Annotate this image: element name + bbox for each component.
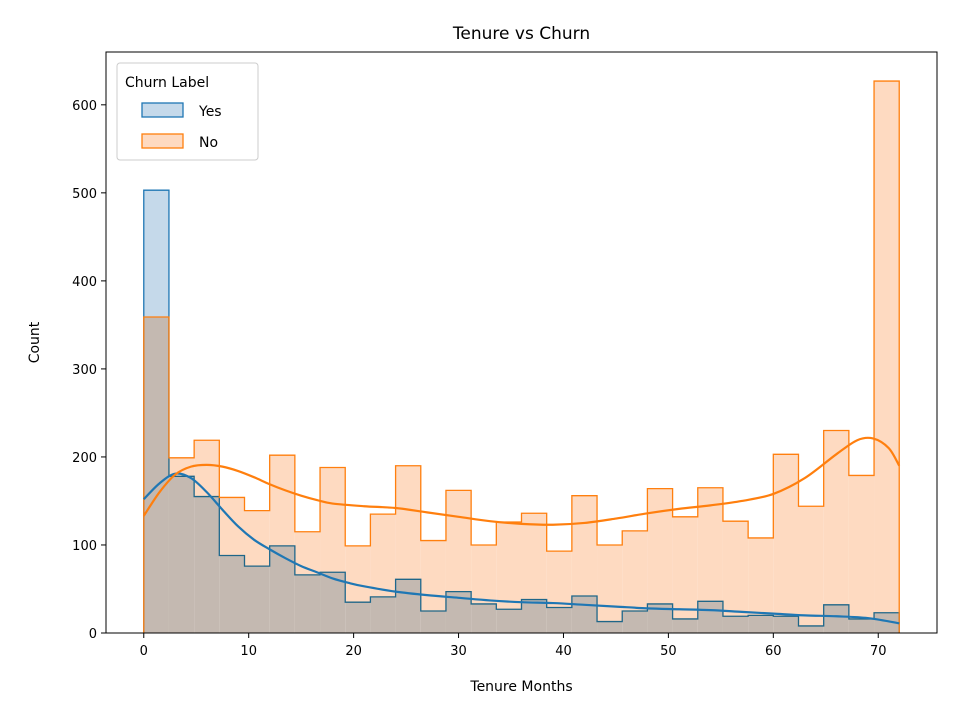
- bar-no-18: [597, 544, 623, 633]
- y-tick-label: 600: [72, 99, 97, 114]
- y-tick-label: 200: [72, 451, 97, 466]
- bar-no-6: [294, 531, 321, 633]
- x-tick-label: 10: [240, 644, 257, 659]
- y-tick-label: 100: [72, 539, 97, 554]
- y-tick-label: 400: [72, 275, 97, 290]
- bar-no-26: [798, 506, 824, 633]
- y-tick-label: 0: [89, 627, 97, 642]
- bar-no-27: [823, 430, 849, 633]
- bar-no-5: [269, 455, 295, 633]
- legend-label-no: No: [199, 135, 218, 151]
- x-tick-label: 20: [345, 644, 362, 659]
- y-tick-label: 500: [72, 187, 97, 202]
- legend-items: Yes No: [141, 102, 222, 151]
- bar-no-11: [420, 540, 446, 633]
- bar-no-12: [445, 490, 472, 633]
- bar-no-17: [571, 495, 598, 633]
- bar-no-4: [244, 510, 270, 633]
- bar-no-16: [546, 551, 572, 633]
- legend-swatch-yes: [141, 102, 184, 118]
- step-outline-no: [143, 80, 900, 633]
- bar-no-21: [672, 516, 698, 633]
- bar-no-2: [194, 440, 220, 633]
- x-tick-label: 30: [450, 644, 467, 659]
- bar-no-9: [370, 514, 396, 633]
- bar-no-14: [496, 522, 522, 633]
- bar-no-24: [748, 537, 774, 633]
- bar-no-15: [521, 513, 547, 633]
- bar-no-1: [168, 457, 195, 633]
- kde-curves: [142, 436, 901, 625]
- x-tick-label: 50: [660, 644, 677, 659]
- legend: Churn Label Yes No: [116, 62, 259, 161]
- legend-label-yes: Yes: [198, 104, 222, 120]
- bar-no-25: [773, 454, 799, 633]
- y-axis-ticks: 0 100 200 300 400 500 600: [72, 99, 106, 642]
- legend-title: Churn Label: [125, 75, 209, 91]
- legend-swatch-no: [141, 133, 184, 149]
- chart-title: Tenure vs Churn: [452, 24, 590, 44]
- bar-no-3: [219, 497, 245, 633]
- axes-frame: [105, 51, 938, 634]
- x-tick-label: 70: [870, 644, 887, 659]
- bar-no-10: [395, 465, 421, 633]
- bar-no-28: [848, 475, 875, 633]
- kde-line-no: [142, 436, 901, 526]
- x-axis-label: Tenure Months: [469, 679, 572, 695]
- bar-no-8: [345, 545, 371, 633]
- plot-fills: [143, 80, 900, 634]
- bar-no-19: [622, 530, 648, 633]
- bar-no-7: [320, 467, 346, 633]
- x-axis-ticks: 0 10 20 30 40 50 60 70: [140, 633, 887, 659]
- bar-no-13: [471, 544, 497, 633]
- y-tick-label: 300: [72, 363, 97, 378]
- x-tick-label: 0: [140, 644, 148, 659]
- y-axis-label: Count: [27, 321, 43, 363]
- bar-no-23: [722, 521, 749, 633]
- kde-line-yes: [142, 472, 900, 625]
- series-no-bars: [143, 81, 900, 634]
- x-tick-label: 40: [555, 644, 572, 659]
- bar-no-29: [874, 81, 900, 634]
- bar-no-0: [143, 316, 169, 633]
- x-tick-label: 60: [765, 644, 782, 659]
